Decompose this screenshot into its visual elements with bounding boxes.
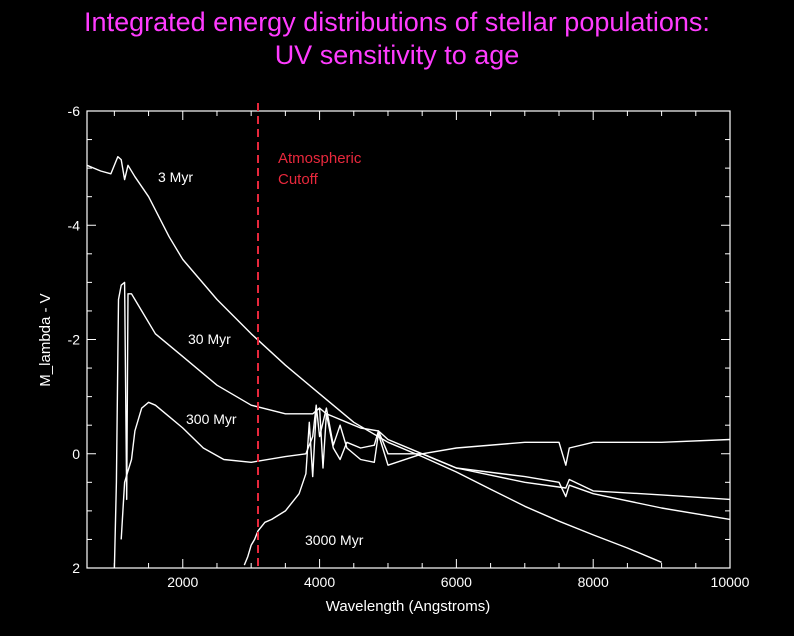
- x-tick-label: 4000: [304, 574, 335, 590]
- chart-title: Integrated energy distributions of stell…: [0, 6, 794, 72]
- tick-labels: 2000 4000 6000 8000 10000 -6 -4 -2 0 2: [68, 103, 750, 590]
- spectrum-curves: [86, 155, 731, 569]
- chart-title-line1: Integrated energy distributions of stell…: [84, 7, 710, 37]
- cutoff-label-line2: Cutoff: [278, 171, 319, 188]
- series-line-300-myr: [120, 401, 731, 540]
- cutoff-label-line1: Atmospheric: [278, 150, 362, 167]
- series-label-3myr: 3 Myr: [158, 169, 193, 185]
- x-axis-label: Wavelength (Angstroms): [326, 598, 491, 615]
- series-line-3-myr: [86, 155, 662, 563]
- y-tick-label: 2: [72, 560, 80, 576]
- series-line-3000-myr: [243, 407, 731, 566]
- axis-ticks: [87, 110, 731, 569]
- y-tick-label: -4: [68, 217, 81, 233]
- series-line-30-myr: [113, 281, 731, 569]
- y-tick-label: -2: [68, 332, 81, 348]
- y-tick-label: -6: [68, 103, 81, 119]
- y-axis-label: M_lambda - V: [37, 293, 54, 386]
- chart-title-line2: UV sensitivity to age: [274, 40, 520, 70]
- x-tick-label: 6000: [441, 574, 472, 590]
- series-label-3000myr: 3000 Myr: [305, 532, 364, 548]
- x-tick-label: 8000: [578, 574, 609, 590]
- series-label-300myr: 300 Myr: [186, 411, 237, 427]
- x-tick-label: 10000: [711, 574, 750, 590]
- series-label-30myr: 30 Myr: [188, 331, 231, 347]
- x-tick-label: 2000: [167, 574, 198, 590]
- y-tick-label: 0: [72, 446, 80, 462]
